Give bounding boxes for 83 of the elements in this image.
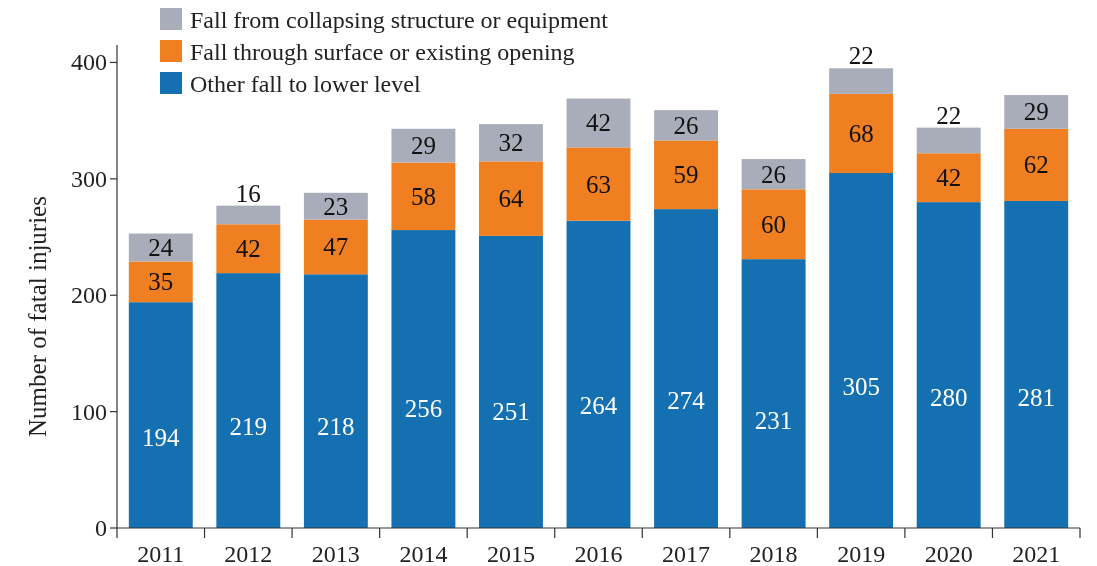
bar xyxy=(391,162,456,231)
bar xyxy=(916,153,981,203)
bar xyxy=(741,259,806,528)
data-label: 29 xyxy=(1023,98,1049,126)
data-label: 26 xyxy=(761,160,787,188)
data-label: 42 xyxy=(235,235,261,263)
bar xyxy=(566,98,631,148)
data-label: 305 xyxy=(842,372,880,400)
bar xyxy=(916,127,981,154)
bar xyxy=(654,140,718,210)
data-label: 256 xyxy=(404,395,443,423)
bar xyxy=(128,302,193,528)
data-label: 22 xyxy=(936,101,962,129)
x-tick-label: 2018 xyxy=(749,541,798,566)
data-label: 62 xyxy=(1023,151,1049,179)
y-tick-label: 100 xyxy=(71,398,107,425)
x-tick-label: 2019 xyxy=(837,541,886,566)
y-tick-label: 200 xyxy=(71,282,107,309)
bar xyxy=(1004,128,1069,201)
bar xyxy=(479,235,543,528)
bar xyxy=(303,274,368,528)
y-tick-label: 300 xyxy=(71,165,107,192)
bar xyxy=(391,128,456,163)
bar xyxy=(479,161,543,236)
x-tick-label: 2020 xyxy=(924,541,973,566)
data-label: 281 xyxy=(1017,383,1055,411)
data-label: 219 xyxy=(229,412,268,440)
data-label: 16 xyxy=(235,179,261,207)
bar xyxy=(479,124,543,162)
x-tick-label: 2014 xyxy=(399,541,448,566)
bar xyxy=(829,68,894,94)
x-tick-label: 2011 xyxy=(137,541,185,566)
data-label: 58 xyxy=(410,182,436,210)
x-tick-label: 2021 xyxy=(1012,541,1061,566)
bar xyxy=(303,192,368,220)
data-label: 280 xyxy=(929,384,968,412)
x-tick-label: 2017 xyxy=(662,541,711,566)
bar xyxy=(391,230,456,528)
bar xyxy=(1004,200,1069,528)
bar xyxy=(216,205,281,225)
data-label: 64 xyxy=(498,185,524,213)
bar xyxy=(566,220,631,528)
data-label: 26 xyxy=(673,111,699,139)
bar xyxy=(566,147,631,221)
data-label: 194 xyxy=(142,424,181,452)
y-axis-title: Number of fatal injuries xyxy=(24,196,51,437)
data-label: 68 xyxy=(848,119,874,147)
data-label: 29 xyxy=(410,132,436,160)
data-label: 60 xyxy=(761,210,787,238)
data-label: 231 xyxy=(754,406,793,434)
y-tick-label: 400 xyxy=(71,49,107,76)
bar xyxy=(216,224,281,274)
bar xyxy=(303,219,368,275)
x-tick-label: 2015 xyxy=(486,541,535,566)
data-label: 47 xyxy=(323,233,349,261)
data-label: 59 xyxy=(673,161,699,189)
bar xyxy=(916,202,981,528)
y-tick-label: 0 xyxy=(95,515,107,541)
bar xyxy=(829,173,894,528)
bar xyxy=(654,209,718,528)
x-tick-label: 2013 xyxy=(311,541,360,566)
bar xyxy=(216,273,281,528)
bar xyxy=(1004,95,1069,129)
data-label: 23 xyxy=(323,192,349,220)
data-label: 35 xyxy=(148,268,174,296)
data-label: 63 xyxy=(586,170,611,198)
data-label: 24 xyxy=(148,234,174,262)
x-tick-label: 2016 xyxy=(574,541,623,566)
legend-label: Other fall to lower level xyxy=(190,71,421,97)
data-label: 32 xyxy=(498,129,524,157)
data-label: 218 xyxy=(317,413,355,441)
data-label: 251 xyxy=(492,397,530,425)
data-label: 42 xyxy=(936,164,962,192)
data-label: 22 xyxy=(848,42,874,70)
legend-label: Fall from collapsing structure or equipment xyxy=(190,7,609,33)
data-label: 264 xyxy=(579,391,618,419)
bar xyxy=(829,93,894,174)
legend-label: Fall through surface or existing opening xyxy=(190,39,575,65)
data-label: 274 xyxy=(667,386,706,414)
bar xyxy=(741,189,806,260)
bar xyxy=(128,261,193,303)
data-label: 42 xyxy=(586,109,611,137)
x-tick-label: 2012 xyxy=(224,541,273,566)
